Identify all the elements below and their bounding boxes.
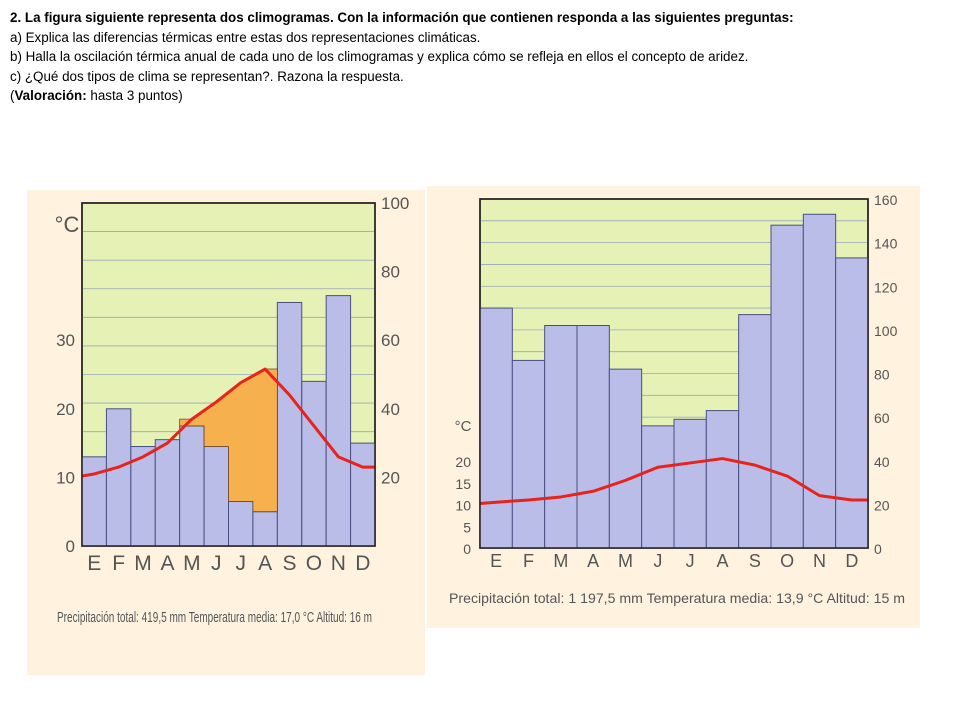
plot-frame	[479, 198, 869, 549]
month-label-10: O	[306, 552, 322, 575]
month-label-5: M	[183, 552, 201, 575]
temp-tick-30: 30	[56, 331, 75, 350]
precip-bar-11	[325, 295, 352, 547]
month-label-11: N	[813, 551, 826, 571]
month-label-11: N	[331, 552, 346, 575]
precip-tick-80: 80	[874, 367, 890, 383]
precip-tick-20: 20	[874, 497, 890, 513]
precip-bar-1	[479, 307, 513, 549]
temp-tick-5: 5	[463, 519, 471, 535]
climograph-2: E F M A M J J A S O N D05101520°C020406080100120140…	[449, 192, 905, 606]
precip-bar-10	[301, 380, 327, 547]
climograph-1: E F M A M J J A S O N D0102030°C20406080100Precipit…	[55, 194, 410, 626]
precip-bar-4	[576, 325, 610, 549]
precip-bar-7	[673, 418, 707, 549]
precip-bar-10	[770, 224, 804, 549]
month-label-7: J	[686, 551, 695, 571]
month-label-9: S	[283, 552, 297, 575]
temp-axis-label: °C	[55, 212, 80, 237]
month-label-9: S	[749, 551, 761, 571]
precip-tick-100: 100	[874, 323, 898, 339]
precip-bar-2	[105, 408, 132, 547]
month-label-4: A	[160, 552, 174, 575]
precip-bar-11	[802, 213, 837, 549]
temp-tick-20: 20	[56, 400, 75, 419]
question-item-a: a) Explica las diferencias térmicas entr…	[10, 29, 481, 45]
precip-bar-8	[705, 410, 740, 549]
month-label-12: D	[845, 551, 858, 571]
question-score: (Valoración: hasta 3 puntos)	[10, 86, 940, 106]
precip-bar-5	[179, 425, 205, 547]
temp-tick-15: 15	[455, 476, 471, 492]
precip-tick-60: 60	[874, 410, 890, 426]
month-label-7: J	[235, 552, 246, 575]
score-label: Valoración:	[14, 88, 87, 104]
precip-tick-100: 100	[381, 194, 409, 213]
precip-bar-5	[608, 368, 643, 549]
temp-tick-20: 20	[455, 454, 471, 470]
month-label-6: J	[653, 551, 662, 571]
precip-bar-9	[738, 314, 772, 549]
month-label-3: M	[553, 551, 568, 571]
temp-tick-0: 0	[463, 541, 471, 557]
score-text: hasta 3 puntos)	[86, 88, 183, 104]
climograph-1-panel: E F M A M J J A S O N D 0 10 20 30 °C 20 40 60 80 100 Precipit…	[27, 190, 425, 675]
precip-tick-160: 160	[874, 192, 898, 208]
precip-bar-7	[228, 500, 254, 547]
precip-tick-60: 60	[381, 331, 400, 350]
score-open: (	[10, 88, 15, 104]
temperature-line	[81, 367, 375, 478]
precip-tick-80: 80	[381, 263, 400, 282]
precip-tick-40: 40	[874, 454, 890, 470]
plot-frame	[81, 202, 376, 547]
month-label-2: F	[112, 552, 125, 575]
month-label-1: E	[87, 552, 101, 575]
precip-bar-6	[203, 446, 229, 547]
precip-bar-4	[154, 439, 181, 547]
temperature-line	[479, 457, 868, 505]
month-label-1: E	[490, 551, 502, 571]
month-label-6: J	[211, 552, 222, 575]
month-label-8: A	[258, 552, 272, 575]
precip-bar-3	[544, 325, 578, 549]
climograph-2-panel: E F M A M J J A S O N D 0 5 10 15 20 °C 0 20 40 60 80 100 120 140…	[427, 186, 920, 628]
month-label-3: M	[134, 552, 152, 575]
question-item-b: b) Halla la oscilación térmica anual de …	[10, 49, 749, 65]
precip-tick-0: 0	[874, 541, 882, 557]
precip-bar-12	[835, 257, 869, 549]
question-text: 2. La figura siguiente representa dos cl…	[10, 8, 940, 106]
precip-bar-8	[252, 511, 278, 547]
precip-bar-6	[641, 425, 675, 549]
month-label-10: O	[780, 551, 794, 571]
precip-tick-120: 120	[874, 279, 898, 295]
chart-footer: Precipitación total: 419,5 mm Temperatur…	[57, 609, 372, 626]
month-label-12: D	[355, 552, 370, 575]
precip-tick-140: 140	[874, 236, 898, 252]
precip-tick-40: 40	[381, 400, 400, 419]
precip-bar-9	[276, 301, 303, 547]
question-title: 2. La figura siguiente representa dos cl…	[10, 10, 794, 25]
temp-axis-label: °C	[455, 418, 472, 435]
temp-tick-10: 10	[455, 498, 471, 514]
month-label-4: A	[587, 551, 599, 571]
temp-tick-0: 0	[66, 537, 75, 556]
chart-footer: Precipitación total: 1 197,5 mm Temperat…	[449, 590, 905, 606]
question-item-c: c) ¿Qué dos tipos de clima se representa…	[10, 68, 404, 84]
precip-bar-2	[511, 359, 546, 549]
precip-bar-12	[350, 442, 376, 547]
month-label-5: M	[618, 551, 633, 571]
temp-tick-10: 10	[56, 468, 75, 487]
precip-tick-20: 20	[381, 468, 400, 487]
month-label-8: A	[716, 551, 728, 571]
month-label-2: F	[523, 551, 534, 571]
